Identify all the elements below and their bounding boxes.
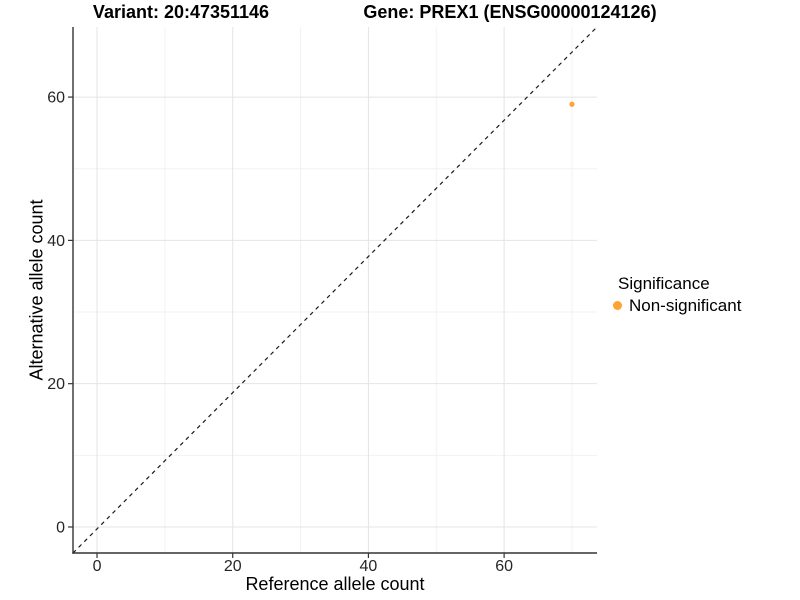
legend-item: Non-significant	[612, 296, 741, 315]
x-tick-label: 20	[224, 558, 242, 575]
x-axis-label: Reference allele count	[245, 574, 425, 594]
x-tick-label: 40	[360, 558, 378, 575]
legend-title: Significance	[618, 274, 710, 293]
x-tick-label: 60	[495, 558, 513, 575]
plot-title-variant: Variant: 20:47351146	[92, 2, 270, 22]
y-tick-label: 0	[56, 519, 65, 536]
y-axis-label: Alternative allele count	[26, 199, 47, 381]
identity-reference-line	[72, 26, 598, 554]
data-point	[569, 101, 575, 107]
y-tick-label: 40	[47, 233, 65, 250]
plot-title-gene: Gene: PREX1 (ENSG00000124126)	[363, 2, 657, 22]
x-tick-label: 0	[93, 558, 102, 575]
y-tick-label: 60	[47, 90, 65, 107]
y-tick-label: 20	[47, 376, 65, 393]
legend-point-icon	[613, 301, 622, 310]
legend-item-label: Non-significant	[629, 296, 742, 315]
legend: Significance Non-significant	[612, 274, 741, 315]
